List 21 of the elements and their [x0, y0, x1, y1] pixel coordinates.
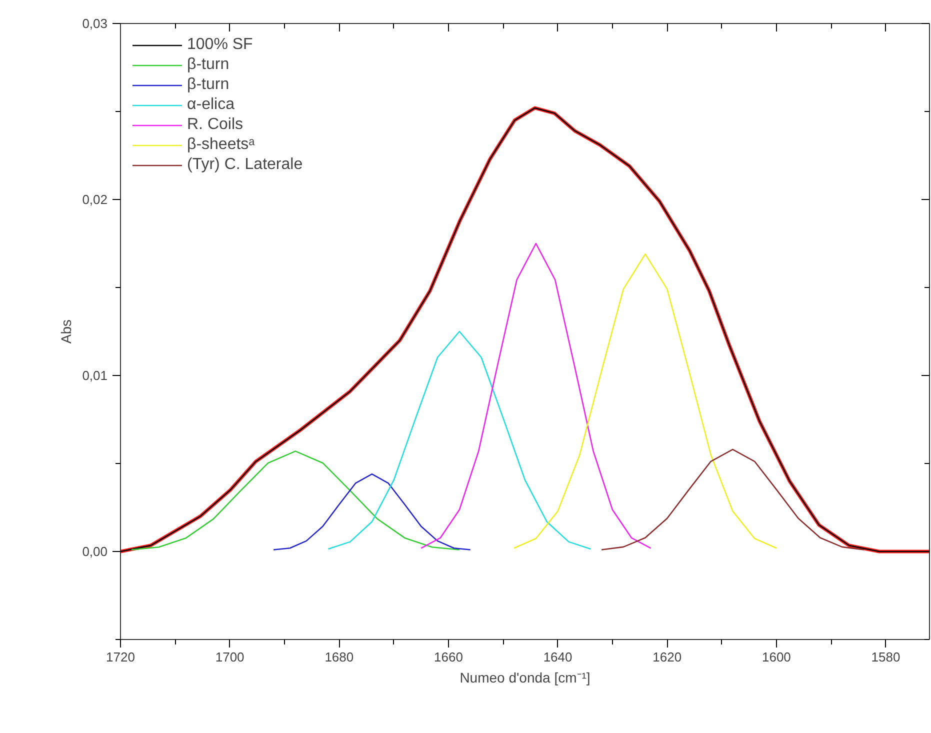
legend-label: (Tyr) C. Laterale	[187, 156, 303, 174]
x-tick-label: 1700	[215, 650, 244, 664]
y-tick-label: 0,00	[82, 544, 108, 559]
x-tick-label: 1660	[434, 650, 463, 664]
legend-label: β-turn	[187, 76, 230, 94]
y-tick-label: 0,03	[82, 16, 108, 31]
x-axis-title: Numeo d'onda [cm⁻¹]	[460, 670, 590, 686]
legend-label: β-sheetsᵃ	[187, 136, 255, 154]
x-tick-label: 1600	[762, 650, 791, 664]
x-tick-label: 1680	[324, 650, 354, 664]
legend-label: R. Coils	[187, 116, 244, 134]
x-tick-label: 1620	[652, 650, 682, 664]
y-tick-label: 0,01	[82, 368, 108, 383]
x-tick-label: 1720	[106, 650, 135, 664]
legend-label: α-elica	[187, 96, 234, 114]
y-tick-label: 0,02	[82, 192, 108, 207]
legend-label: β-turn	[187, 56, 230, 74]
x-tick-label: 1580	[871, 650, 900, 664]
x-tick-label: 1640	[543, 650, 572, 664]
legend-label: 100% SF	[187, 36, 253, 54]
y-axis-title: Abs	[58, 319, 74, 344]
